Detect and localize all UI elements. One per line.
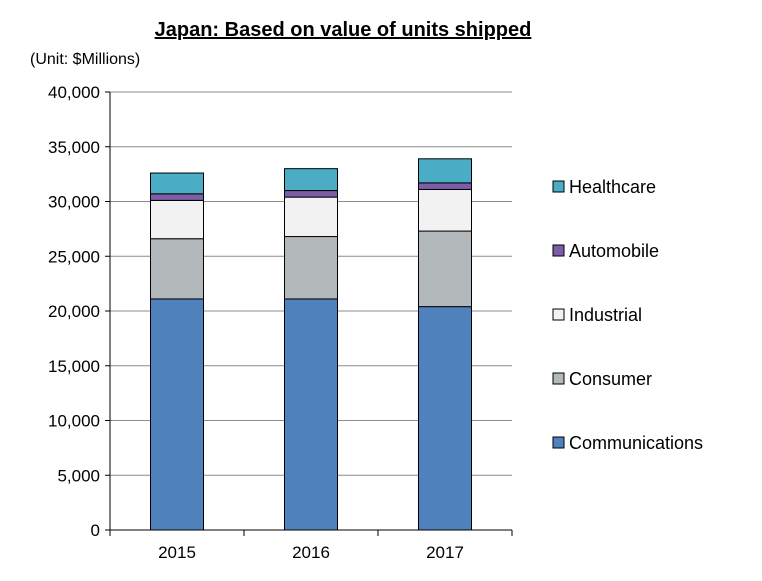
legend-swatch (552, 372, 565, 385)
legend-item-automobile: Automobile (552, 241, 659, 261)
bar-automobile-2015 (150, 193, 204, 201)
x-tick-label: 2015 (158, 543, 196, 562)
y-tick-label: 15,000 (48, 357, 100, 376)
legend-label: Consumer (569, 369, 652, 389)
legend-label: Healthcare (569, 177, 656, 197)
x-tick-label: 2016 (292, 543, 330, 562)
bar-communications-2015 (150, 298, 204, 531)
legend-label: Industrial (569, 305, 642, 325)
y-tick-label: 40,000 (48, 83, 100, 102)
legend-label: Communications (569, 433, 703, 453)
unit-label: (Unit: $Millions) (30, 51, 140, 68)
legend-swatch (552, 180, 565, 193)
bar-automobile-2016 (284, 190, 338, 198)
y-tick-labels: 0 5,000 10,000 15,000 20,000 25,000 30,000 35,0… (48, 83, 100, 540)
legend-item-communications: Communications (552, 433, 703, 453)
y-tick-label: 30,000 (48, 193, 100, 212)
legend-swatch (552, 436, 565, 449)
bar-industrial-2017 (418, 188, 472, 232)
x-tick-labels: 2015 2016 2017 (158, 543, 464, 562)
y-tick-label: 20,000 (48, 302, 100, 321)
bar-consumer-2015 (150, 238, 204, 300)
y-tick-label: 5,000 (57, 466, 100, 485)
y-tick-label: 0 (91, 521, 100, 540)
bar-communications-2016 (284, 298, 338, 531)
bars (150, 158, 472, 531)
bar-healthcare-2016 (284, 168, 338, 192)
bar-consumer-2017 (418, 230, 472, 308)
legend-swatch (552, 308, 565, 321)
bar-healthcare-2017 (418, 158, 472, 184)
bar-consumer-2016 (284, 236, 338, 300)
y-tick-label: 10,000 (48, 412, 100, 431)
legend-label: Automobile (569, 241, 659, 261)
y-tick-label: 35,000 (48, 138, 100, 157)
bar-healthcare-2015 (150, 172, 204, 195)
bar-communications-2017 (418, 306, 472, 531)
y-tick-label: 25,000 (48, 247, 100, 266)
bar-industrial-2015 (150, 199, 204, 240)
bar-industrial-2016 (284, 196, 338, 238)
x-tick-label: 2017 (426, 543, 464, 562)
legend: Healthcare Automobile Industrial Consumer Co… (552, 177, 703, 453)
axes (105, 91, 513, 536)
legend-item-consumer: Consumer (552, 369, 652, 389)
legend-item-industrial: Industrial (552, 305, 642, 325)
chart-title: Japan: Based on value of units shipped (155, 19, 532, 41)
legend-swatch (552, 244, 565, 257)
bar-automobile-2017 (418, 182, 472, 190)
legend-item-healthcare: Healthcare (552, 177, 656, 197)
